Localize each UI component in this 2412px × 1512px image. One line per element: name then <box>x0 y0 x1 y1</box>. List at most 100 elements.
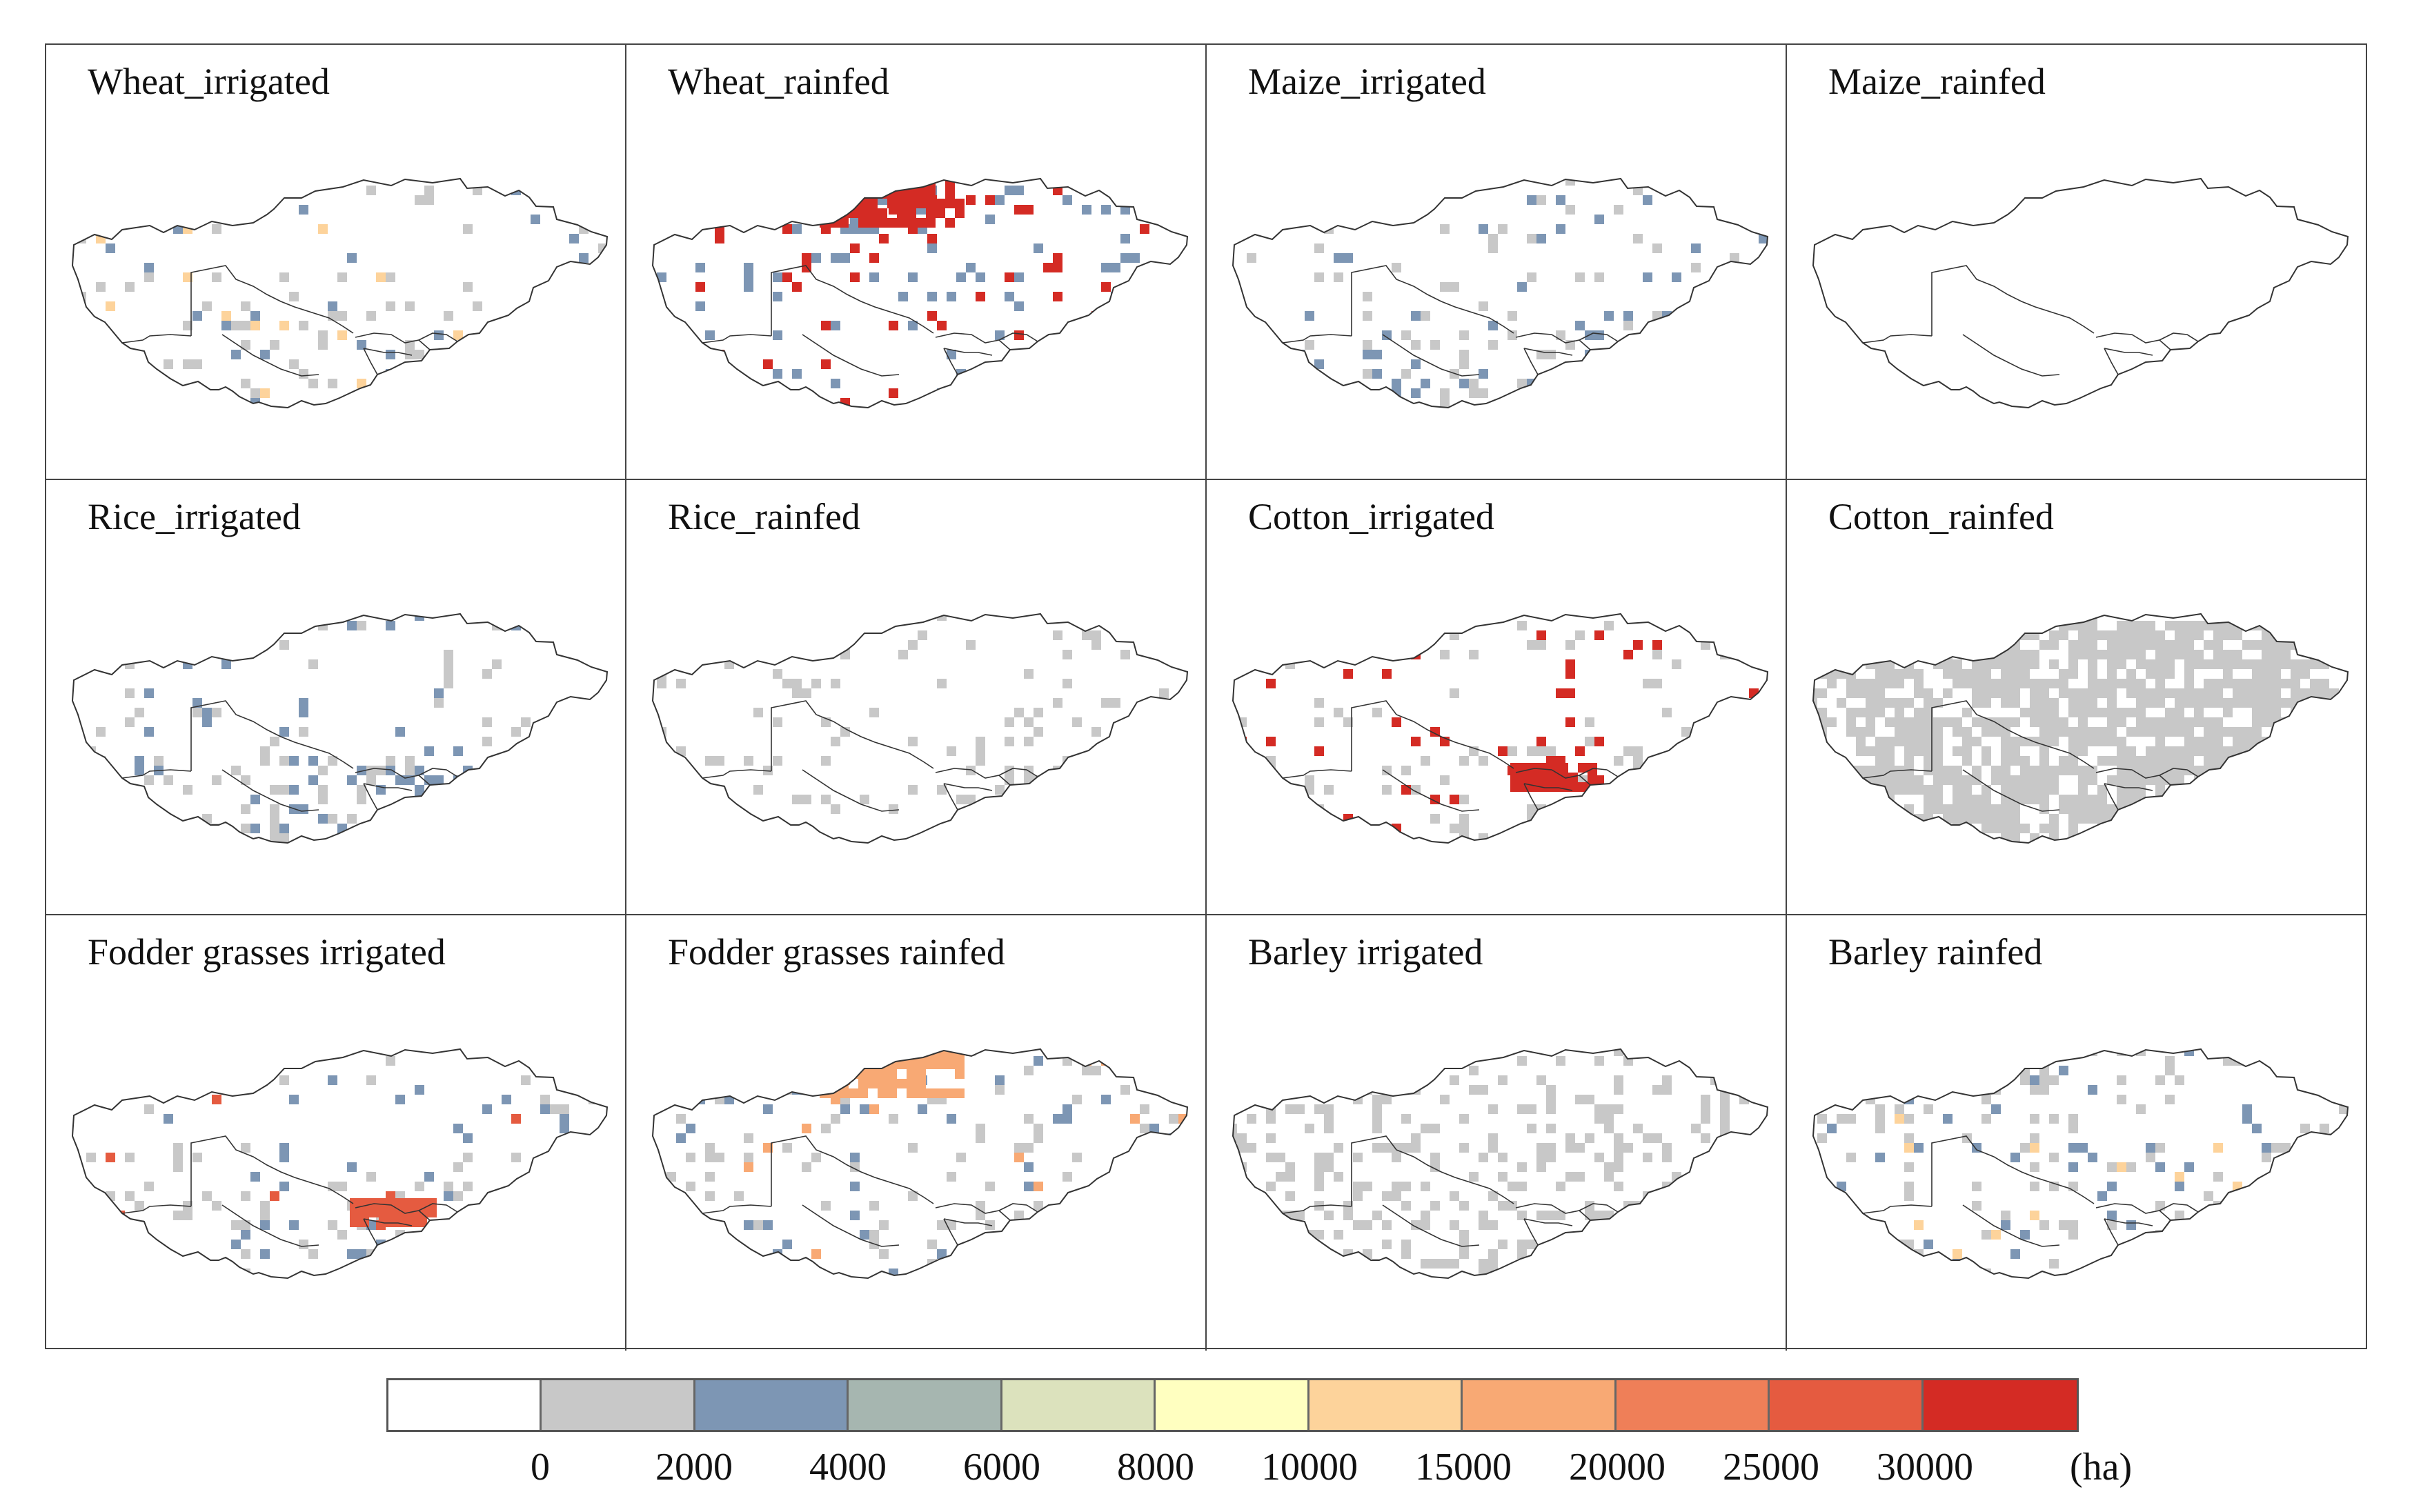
area-cell <box>1421 1182 1430 1191</box>
area-cell <box>2059 679 2068 688</box>
area-cell <box>1324 1124 1334 1133</box>
area-cell <box>1421 1259 1430 1269</box>
area-cell <box>347 1249 357 1259</box>
area-cell <box>1895 1249 1904 1259</box>
area-cell <box>2233 727 2242 737</box>
area-cell <box>1813 669 1817 679</box>
area-cell <box>2107 698 2117 708</box>
area-cell <box>2165 775 2175 785</box>
area-cell <box>386 1259 395 1269</box>
area-cell <box>1392 1182 1401 1191</box>
area-cell <box>1885 650 1895 659</box>
area-cell <box>1372 1104 1382 1114</box>
area-cell <box>1082 775 1091 785</box>
area-cell <box>686 1124 695 1133</box>
area-cell <box>2175 1075 2184 1085</box>
area-cell <box>1856 688 1866 698</box>
area-cell <box>2107 708 2117 717</box>
area-cell <box>2001 814 2010 824</box>
area-cell <box>1517 1240 1527 1249</box>
legend-tick-label: 25000 <box>1723 1446 1819 1489</box>
area-cell <box>1169 1182 1178 1191</box>
area-cell <box>2310 737 2320 746</box>
area-cell <box>2194 650 2204 659</box>
country-border <box>998 768 1038 777</box>
area-cell <box>1556 804 1565 814</box>
area-cell <box>1479 1153 1488 1162</box>
area-cell <box>1188 272 1198 282</box>
area-cell <box>2300 737 2310 746</box>
area-cell <box>1510 763 1520 773</box>
area-cell <box>2194 804 2204 814</box>
area-cell <box>1643 775 1652 785</box>
area-cell <box>241 1143 250 1153</box>
area-cell <box>2165 1056 2175 1066</box>
area-cell <box>2300 688 2310 698</box>
area-cell <box>2175 1249 2184 1259</box>
area-cell <box>1459 1249 1469 1259</box>
area-cell <box>2078 640 2088 650</box>
area-cell <box>308 379 318 388</box>
area-cell <box>1943 1114 1953 1124</box>
area-cell <box>1924 737 1933 746</box>
area-cell <box>936 208 945 218</box>
area-cell <box>907 208 916 218</box>
area-cell <box>966 795 976 804</box>
area-cell <box>1034 1124 1043 1133</box>
area-cell <box>2068 1143 2078 1153</box>
area-cell <box>802 253 811 263</box>
area-cell <box>173 1162 183 1172</box>
area-cell <box>2039 766 2049 775</box>
area-cell <box>945 199 955 208</box>
area-cell <box>1120 234 1130 243</box>
area-cell <box>1488 1191 1498 1201</box>
panel-title: Rice_rainfed <box>668 496 860 537</box>
area-cell <box>260 1220 270 1230</box>
area-cell <box>1005 1269 1014 1278</box>
area-cell <box>1924 824 1933 833</box>
area-cell <box>927 843 937 853</box>
area-cell <box>1459 1049 1469 1056</box>
area-cell <box>1014 708 1024 717</box>
area-cell <box>2020 650 2030 659</box>
area-cell <box>653 369 657 379</box>
area-cell <box>2320 727 2329 737</box>
area-cell <box>907 199 916 208</box>
region-map <box>1232 177 1769 409</box>
area-cell <box>1005 717 1014 727</box>
legend-swatch <box>1309 1380 1463 1430</box>
area-cell <box>1382 1220 1392 1230</box>
area-cell <box>995 1085 1005 1095</box>
area-cell <box>2020 659 2030 669</box>
area-cell <box>1459 814 1469 824</box>
area-cell <box>1324 1162 1334 1172</box>
area-cell <box>1837 1240 1846 1249</box>
area-cell <box>773 369 782 379</box>
area-cell <box>1914 1143 1924 1153</box>
area-cell <box>985 195 995 205</box>
area-cell <box>705 756 715 766</box>
area-cell <box>1565 1143 1575 1153</box>
area-cell <box>1846 688 1856 698</box>
area-cell <box>2039 679 2049 688</box>
area-cell <box>1343 1211 1353 1220</box>
area-cell <box>1295 804 1305 814</box>
area-cell <box>2281 630 2291 640</box>
area-cell <box>1233 1056 1237 1066</box>
area-cell <box>773 272 782 282</box>
area-cell <box>1237 775 1247 785</box>
area-cell <box>1943 775 1953 785</box>
area-cell <box>2271 833 2281 843</box>
area-cell <box>1759 843 1768 853</box>
area-cell <box>1972 669 1981 679</box>
area-cell <box>260 350 270 359</box>
area-cell <box>2155 659 2165 669</box>
area-cell <box>2194 737 2204 746</box>
area-cell <box>1643 272 1652 282</box>
area-cell <box>657 1085 666 1095</box>
area-cell <box>1981 640 1991 650</box>
area-cell <box>366 1075 376 1085</box>
area-cell <box>2039 640 2049 650</box>
area-cell <box>2020 621 2030 630</box>
area-cell <box>1633 824 1643 833</box>
